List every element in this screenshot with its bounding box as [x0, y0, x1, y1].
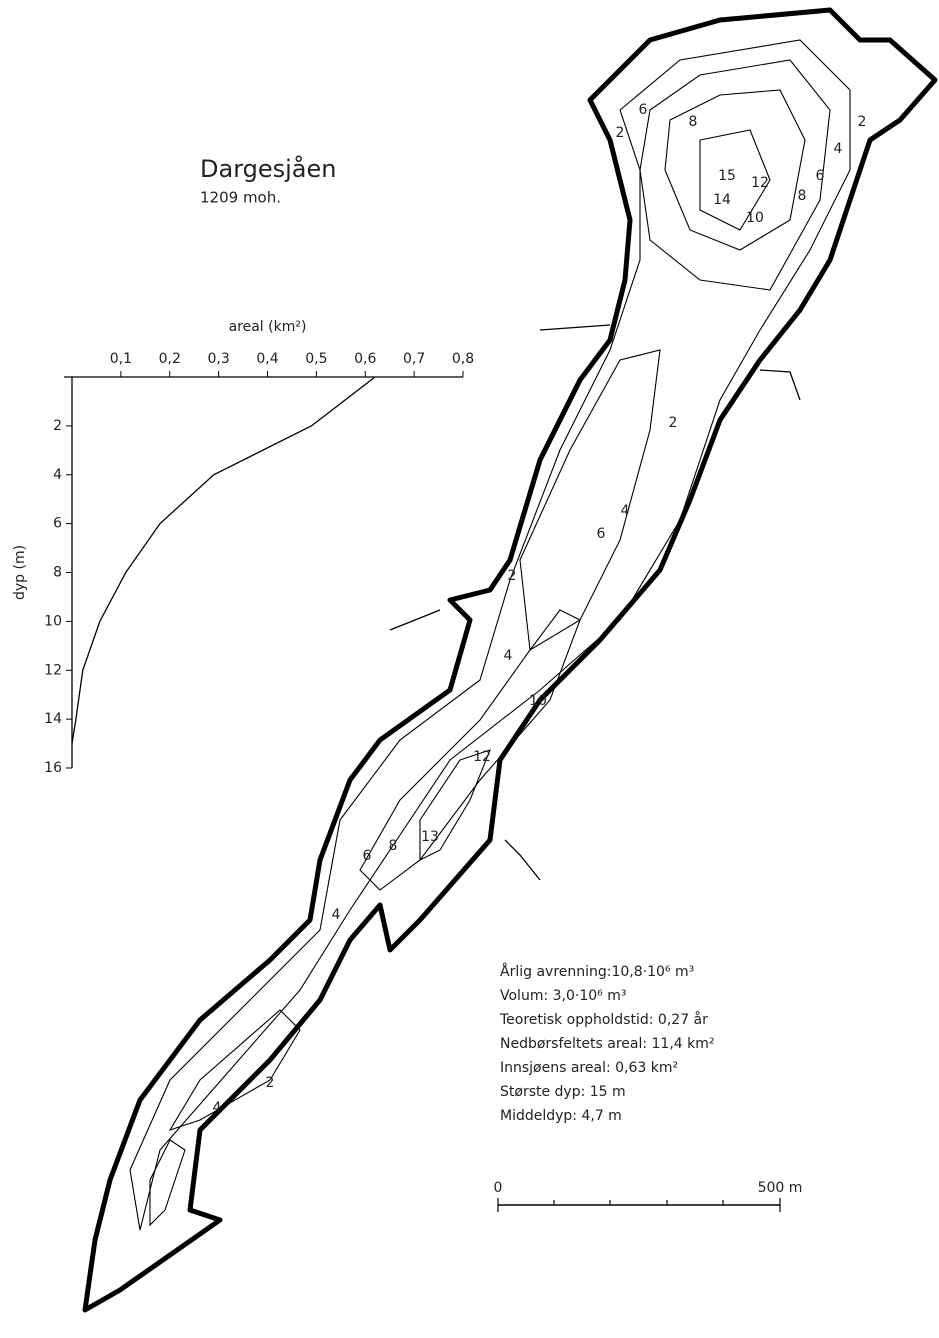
area-depth-curve [71, 376, 376, 744]
x-tick-label: 0,1 [110, 351, 132, 367]
contour-label: 4 [834, 141, 843, 157]
contour-label: 2 [508, 568, 517, 584]
y-tick-label: 4 [53, 467, 62, 483]
contour-label: 8 [689, 114, 698, 130]
stat-line: Årlig avrenning:10,8·10⁶ m³ [500, 963, 694, 980]
stats: Årlig avrenning:10,8·10⁶ m³ Volum: 3,0·10… [499, 963, 715, 1124]
x-tick-label: 0,2 [159, 351, 181, 367]
contour-label: 2 [616, 125, 625, 141]
stat-line: Volum: 3,0·10⁶ m³ [500, 988, 626, 1004]
x-tick-label: 0,5 [305, 351, 327, 367]
y-tick-label: 2 [53, 418, 62, 434]
y-tick-label: 16 [44, 760, 62, 776]
contour-label: 6 [816, 168, 825, 184]
map-subtitle: 1209 moh. [200, 189, 281, 207]
contour-label: 2 [858, 114, 867, 130]
stat-line: Nedbørsfeltets areal: 11,4 km² [500, 1036, 715, 1052]
scale-label: 0 [494, 1180, 503, 1196]
contours [129, 39, 851, 1231]
contour-label: 10 [529, 693, 547, 709]
inflow [389, 324, 801, 881]
contour-label: 14 [713, 192, 731, 208]
contour-label: 8 [389, 838, 398, 854]
contour-label: 10 [746, 210, 764, 226]
y-tick-label: 6 [53, 516, 62, 532]
contour-label: 13 [421, 829, 439, 845]
stat-line: Middeldyp: 4,7 m [500, 1108, 622, 1124]
contour-label: 4 [332, 907, 341, 923]
scale-label: 500 m [758, 1180, 803, 1196]
contour-label: 4 [621, 503, 630, 519]
y-axis-label: dyp (m) [12, 545, 28, 600]
contour-label: 2 [669, 415, 678, 431]
lake-outline [82, 7, 938, 1313]
contour-label: 8 [798, 188, 807, 204]
x-tick-label: 0,6 [354, 351, 376, 367]
contour-label: 12 [473, 749, 491, 765]
y-tick-label: 8 [53, 565, 62, 581]
contour-label: 2 [266, 1075, 275, 1091]
stat-line: Største dyp: 15 m [500, 1084, 626, 1100]
contour-label: 6 [597, 526, 606, 542]
x-axis-label: areal (km²) [229, 319, 307, 335]
x-tick-label: 0,4 [256, 351, 278, 367]
contour-label: 6 [639, 102, 648, 118]
map-title: Dargesjåen [200, 154, 337, 183]
contour-label: 15 [718, 168, 736, 184]
stat-line: Teoretisk oppholdstid: 0,27 år [499, 1011, 708, 1028]
x-tick-label: 0,3 [207, 351, 229, 367]
contour-label: 12 [751, 175, 769, 191]
y-tick-label: 12 [44, 662, 62, 678]
contour-label: 4 [504, 648, 513, 664]
contour-label: 4 [213, 1100, 222, 1116]
x-tick-label: 0,8 [452, 351, 474, 367]
stat-line: Innsjøens areal: 0,63 km² [500, 1060, 678, 1076]
x-tick-label: 0,7 [403, 351, 425, 367]
y-tick-label: 10 [44, 613, 62, 629]
y-tick-label: 14 [44, 711, 62, 727]
contour-label: 6 [363, 848, 372, 864]
scale-bar: 0 500 m [494, 1180, 803, 1212]
